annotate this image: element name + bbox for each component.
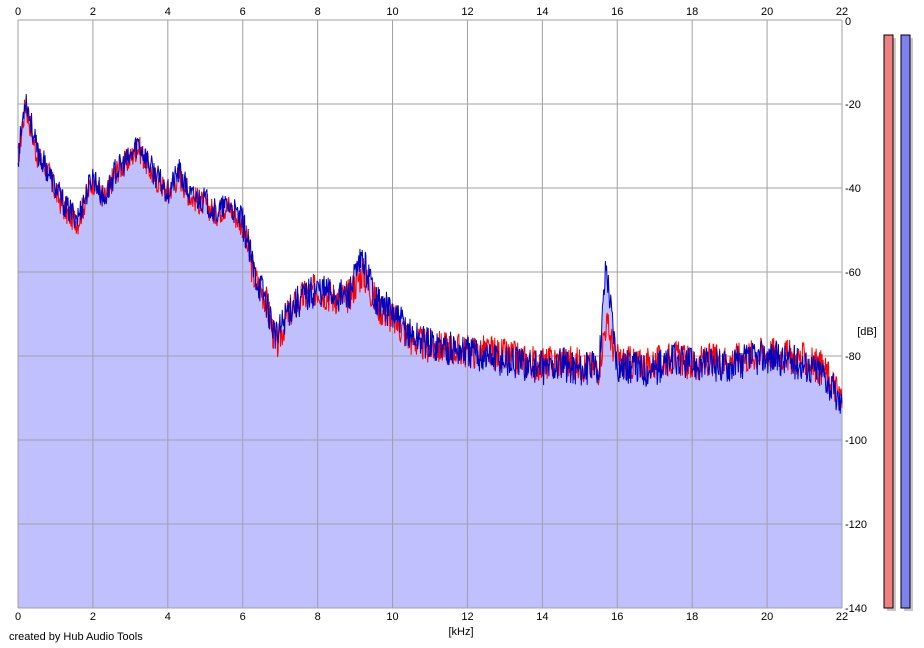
x-axis-label: [kHz]	[448, 626, 473, 638]
x-tick-label-top: 18	[686, 6, 698, 18]
right-level-meter	[900, 34, 911, 609]
x-tick-label-top: 14	[536, 6, 548, 18]
y-tick-label: -100	[845, 435, 867, 447]
y-tick-label: -140	[845, 603, 867, 615]
x-tick-label-bottom: 10	[386, 611, 398, 623]
y-axis-label: [dB]	[857, 326, 877, 338]
right-channel-line	[17, 94, 843, 414]
x-tick-label-bottom: 22	[836, 611, 848, 623]
x-tick-label-bottom: 14	[536, 611, 548, 623]
x-tick-label-top: 6	[240, 6, 246, 18]
y-tick-label: -20	[845, 99, 861, 111]
tick-label-layer: 002244668810101212141416161818202022220-…	[15, 6, 867, 623]
x-tick-label-top: 16	[611, 6, 623, 18]
x-tick-label-bottom: 6	[240, 611, 246, 623]
x-tick-label-bottom: 2	[90, 611, 96, 623]
x-tick-label-top: 2	[90, 6, 96, 18]
y-tick-label: 0	[845, 16, 851, 28]
x-tick-label-bottom: 12	[461, 611, 473, 623]
left-level-meter	[883, 34, 894, 609]
y-tick-label: -80	[845, 351, 861, 363]
level-meters	[883, 34, 913, 611]
x-tick-label-top: 0	[15, 6, 21, 18]
y-tick-label: -40	[845, 183, 861, 195]
x-tick-label-bottom: 18	[686, 611, 698, 623]
x-tick-label-bottom: 16	[611, 611, 623, 623]
grid-layer	[17, 19, 843, 609]
credit-text: created by Hub Audio Tools	[9, 631, 143, 643]
x-tick-label-top: 4	[165, 6, 171, 18]
x-tick-label-top: 22	[836, 6, 848, 18]
x-tick-label-bottom: 8	[315, 611, 321, 623]
x-tick-label-top: 10	[386, 6, 398, 18]
x-tick-label-top: 12	[461, 6, 473, 18]
y-tick-label: -60	[845, 267, 861, 279]
x-tick-label-bottom: 4	[165, 611, 171, 623]
x-tick-label-bottom: 0	[15, 611, 21, 623]
y-tick-label: -120	[845, 519, 867, 531]
x-tick-label-top: 8	[315, 6, 321, 18]
x-tick-label-bottom: 20	[761, 611, 773, 623]
x-tick-label-top: 20	[761, 6, 773, 18]
series-layer	[17, 94, 843, 414]
